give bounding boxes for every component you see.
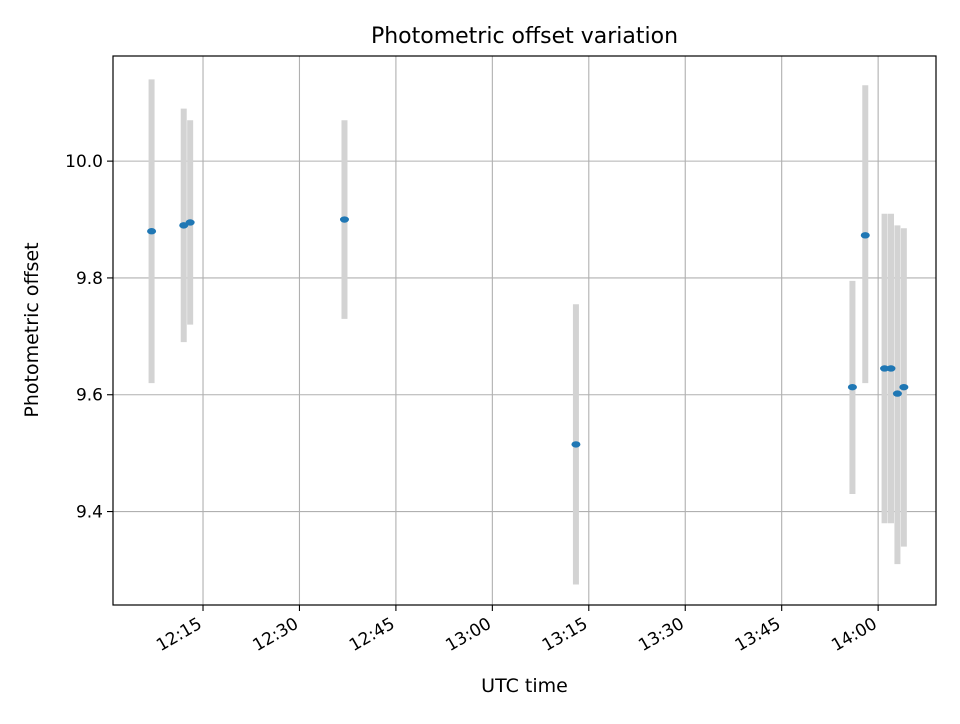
data-point (847, 383, 857, 391)
grid-lines (113, 56, 936, 605)
data-point (892, 390, 902, 397)
data-point (179, 222, 189, 229)
x-axis-label: UTC time (481, 675, 568, 697)
data-point (886, 365, 896, 372)
y-tick-label: 9.4 (76, 503, 103, 523)
y-tick-label: 9.6 (76, 386, 103, 406)
data-point (860, 232, 870, 239)
data-point (147, 228, 157, 235)
plot-area-frame (112, 55, 937, 606)
data-point (880, 365, 890, 372)
data-point (571, 441, 581, 448)
chart-title: Photometric offset variation (371, 24, 678, 49)
y-tick-label: 9.8 (76, 269, 103, 289)
data-point (185, 219, 195, 226)
data-points (147, 216, 909, 448)
data-point (339, 216, 349, 223)
data-point (899, 383, 909, 391)
y-tick-label: 10.0 (65, 152, 103, 172)
y-axis-label: Photometric offset (21, 242, 43, 417)
